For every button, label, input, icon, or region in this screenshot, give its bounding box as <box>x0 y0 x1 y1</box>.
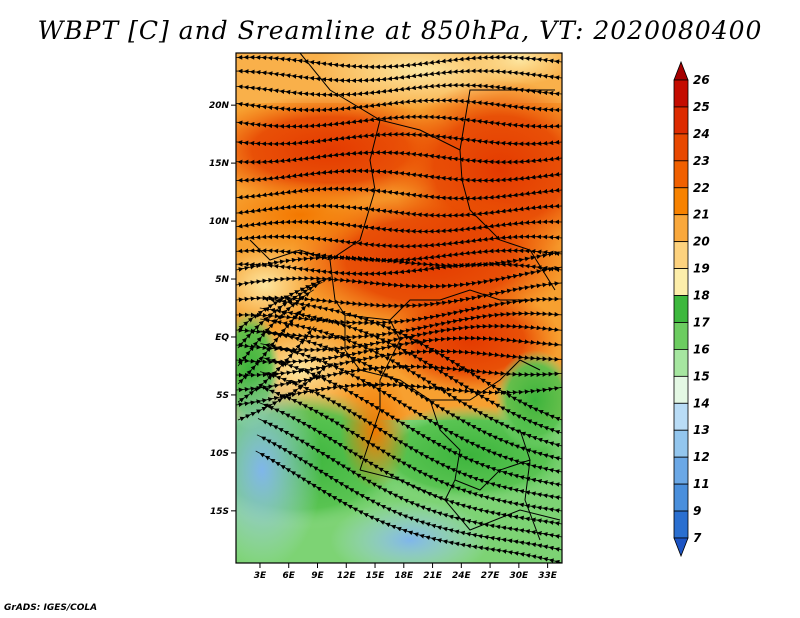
colorbar-swatch <box>673 510 689 539</box>
colorbar-swatch <box>673 295 689 323</box>
colorbar-top-arrow <box>673 60 689 81</box>
lon-tick-label: 30E <box>510 571 530 581</box>
lon-tick-label: 21E <box>423 571 443 581</box>
colorbar-swatch <box>673 79 689 108</box>
colorbar-swatch <box>673 133 689 162</box>
map-title: WBPT [C] and Sreamline at 850hPa, VT: 20… <box>37 16 763 45</box>
colorbar-label: 17 <box>693 315 710 329</box>
lat-tick-label: 10N <box>209 217 230 227</box>
wbpt-field <box>236 53 562 563</box>
lon-tick-label: 24E <box>452 571 472 581</box>
colorbar-label: 26 <box>693 73 710 87</box>
streamline <box>236 168 562 183</box>
lon-tick-label: 27E <box>481 571 501 581</box>
lon-tick-label: 18E <box>394 571 414 581</box>
colorbar-label: 14 <box>693 396 710 410</box>
colorbar-swatch <box>673 214 689 243</box>
colorbar-swatch <box>673 349 689 377</box>
streamline <box>236 54 562 70</box>
lat-tick-label: 5N <box>215 275 229 285</box>
streamline <box>236 114 562 129</box>
streamline <box>236 150 562 165</box>
lat-tick-label: 5S <box>216 391 229 401</box>
colorbar-swatch <box>673 322 689 350</box>
lat-tick-label: EQ <box>215 333 229 343</box>
map-frame <box>235 52 563 564</box>
colorbar-label: 23 <box>693 154 710 168</box>
colorbar-label: 21 <box>693 208 710 222</box>
colorbar-swatch <box>673 160 689 189</box>
colorbar-swatch <box>673 375 689 404</box>
colorbar-bottom-arrow <box>673 537 689 558</box>
colorbar-label: 18 <box>693 289 710 303</box>
colorbar-label: 13 <box>693 423 710 437</box>
colorbar-label: 12 <box>693 450 710 464</box>
lon-tick-label: 3E <box>254 571 267 581</box>
colorbar-swatch <box>673 241 689 269</box>
colorbar-label: 9 <box>693 504 701 518</box>
lon-tick-label: 12E <box>337 571 357 581</box>
colorbar-swatch <box>673 429 689 458</box>
colorbar-label: 22 <box>693 181 710 195</box>
lon-tick-label: 15E <box>366 571 386 581</box>
lon-tick-label: 6E <box>283 571 296 581</box>
colorbar-swatch <box>673 187 689 216</box>
colorbar-label: 24 <box>693 127 710 141</box>
colorbar-label: 25 <box>693 100 710 114</box>
longitude-axis: 3E 6E 9E 12E 15E 18E 21E 24E 27E 30E 33E <box>254 563 558 581</box>
colorbar-label: 11 <box>693 477 710 491</box>
country-borders <box>249 53 561 541</box>
colorbar-swatch <box>673 268 689 296</box>
colorbar-swatch <box>673 456 689 485</box>
lat-tick-label: 15N <box>209 159 230 169</box>
grads-credit: GrADS: IGES/COLA <box>4 603 98 613</box>
colorbar-swatch <box>673 106 689 135</box>
streamline <box>236 219 562 234</box>
lat-tick-label: 10S <box>210 449 229 459</box>
streamline <box>236 68 562 83</box>
lon-tick-label: 33E <box>538 571 558 581</box>
lat-tick-label: 20N <box>209 101 230 111</box>
colorbar-label: 19 <box>693 262 710 276</box>
colorbar-swatch <box>673 483 689 512</box>
colorbar-swatch <box>673 402 689 431</box>
streamline <box>236 131 562 147</box>
streamline <box>236 250 562 272</box>
colorbar-label: 16 <box>693 342 710 356</box>
streamline <box>236 234 562 249</box>
streamline <box>236 203 562 218</box>
streamline <box>236 186 562 201</box>
latitude-axis: 20N 15N 10N 5N EQ 5S 10S 15S <box>209 101 236 517</box>
streamline <box>236 97 562 113</box>
lon-tick-label: 9E <box>311 571 324 581</box>
colorbar-label: 15 <box>693 369 710 383</box>
streamlines <box>236 54 562 563</box>
streamline <box>236 82 562 98</box>
streamline <box>255 450 562 563</box>
lat-tick-label: 15S <box>210 507 229 517</box>
colorbar-label: 7 <box>693 531 702 545</box>
colorbar: 26 25 24 23 22 21 20 19 18 17 16 15 14 13 12 11 9 7 <box>673 60 710 558</box>
colorbar-label: 20 <box>693 235 710 249</box>
streamline <box>237 363 330 422</box>
